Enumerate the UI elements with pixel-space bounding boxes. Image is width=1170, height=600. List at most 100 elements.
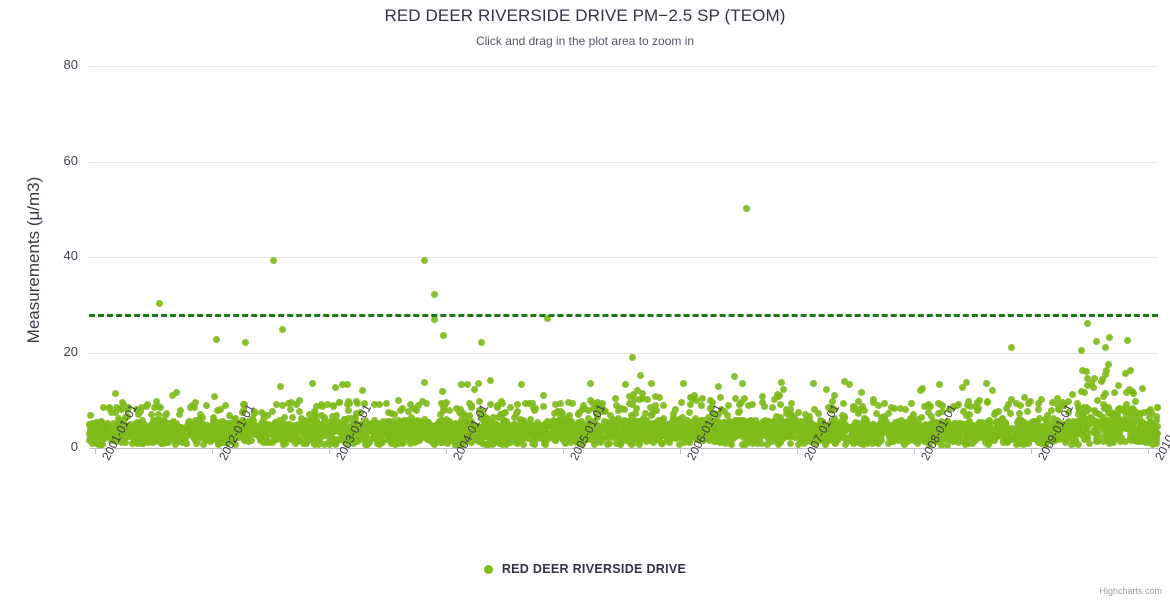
data-point [172,388,180,396]
data-point [296,396,304,404]
x-axis-line [89,448,1158,449]
data-point [606,440,614,448]
data-point [763,440,771,448]
data-point [406,401,414,409]
data-point [599,427,607,435]
data-point [317,401,325,409]
threshold-line [89,314,1158,318]
data-point [301,430,309,438]
data-point [1114,406,1122,414]
data-point [723,411,731,419]
data-point [685,409,693,417]
data-point [895,417,903,425]
data-point [630,420,638,428]
data-point [1122,370,1130,378]
data-point [112,404,120,412]
data-point [396,431,404,439]
data-point [88,434,96,442]
data-point [86,412,94,420]
data-point [991,408,999,416]
data-point [594,399,602,407]
data-point [1153,416,1161,424]
data-point [928,412,936,420]
data-point [742,204,750,212]
data-point [530,427,538,435]
data-point [783,409,791,417]
data-point [447,436,455,444]
data-point [413,407,421,415]
data-point [318,412,326,420]
data-point [1015,428,1023,436]
data-point [565,411,573,419]
x-tick-4 [563,448,564,454]
data-point [175,410,183,418]
data-point [852,418,860,426]
data-point [261,430,269,438]
data-point [420,379,428,387]
data-point [138,404,146,412]
data-point [348,415,356,423]
data-point [652,402,660,410]
data-point [99,404,107,412]
data-point [156,299,164,307]
data-point [960,421,968,429]
legend-item-red-deer-riverside-drive[interactable]: RED DEER RIVERSIDE DRIVE [483,562,686,576]
data-point [107,408,115,416]
data-point [643,395,651,403]
data-point [1127,407,1135,415]
data-point [419,397,427,405]
data-point [984,399,992,407]
data-point [1017,440,1025,448]
data-point [498,400,506,408]
data-point [138,416,146,424]
data-point [1086,413,1094,421]
data-point [438,400,446,408]
x-tick-1 [212,448,213,454]
data-point [1141,409,1149,417]
data-point [335,399,343,407]
data-point [648,380,656,388]
data-point [935,409,943,417]
data-point [815,409,823,417]
data-point [1106,436,1114,444]
data-point [689,420,697,428]
data-point [506,403,514,411]
plot-area[interactable] [85,66,1162,449]
data-point [139,440,147,448]
data-point [1102,417,1110,425]
data-point [1105,360,1113,368]
data-point [677,428,685,436]
data-point [190,403,198,411]
data-point [626,393,634,401]
data-point [475,398,483,406]
data-point [1137,430,1145,438]
data-point [1024,408,1032,416]
data-point [1129,390,1137,398]
data-point [140,426,148,434]
highcharts-credit[interactable]: Highcharts.com [1099,586,1162,596]
data-point [1079,366,1087,374]
data-point [1093,417,1101,425]
y-tick-label-40: 40 [63,248,78,263]
data-point [857,389,865,397]
x-tick-2 [329,448,330,454]
data-point [143,402,151,410]
data-point [183,428,191,436]
data-point [1097,377,1105,385]
data-point [794,440,802,448]
data-point [721,407,729,415]
data-point [730,420,738,428]
data-point [988,386,996,394]
data-point [123,406,131,414]
data-point [279,326,287,334]
data-point [1054,400,1062,408]
data-point [513,401,521,409]
data-point [1007,344,1015,352]
data-point [477,412,485,420]
data-point [587,397,595,405]
data-point [802,426,810,434]
data-point [111,408,119,416]
data-point [452,404,460,412]
data-point [882,423,890,431]
data-point [1090,406,1098,414]
